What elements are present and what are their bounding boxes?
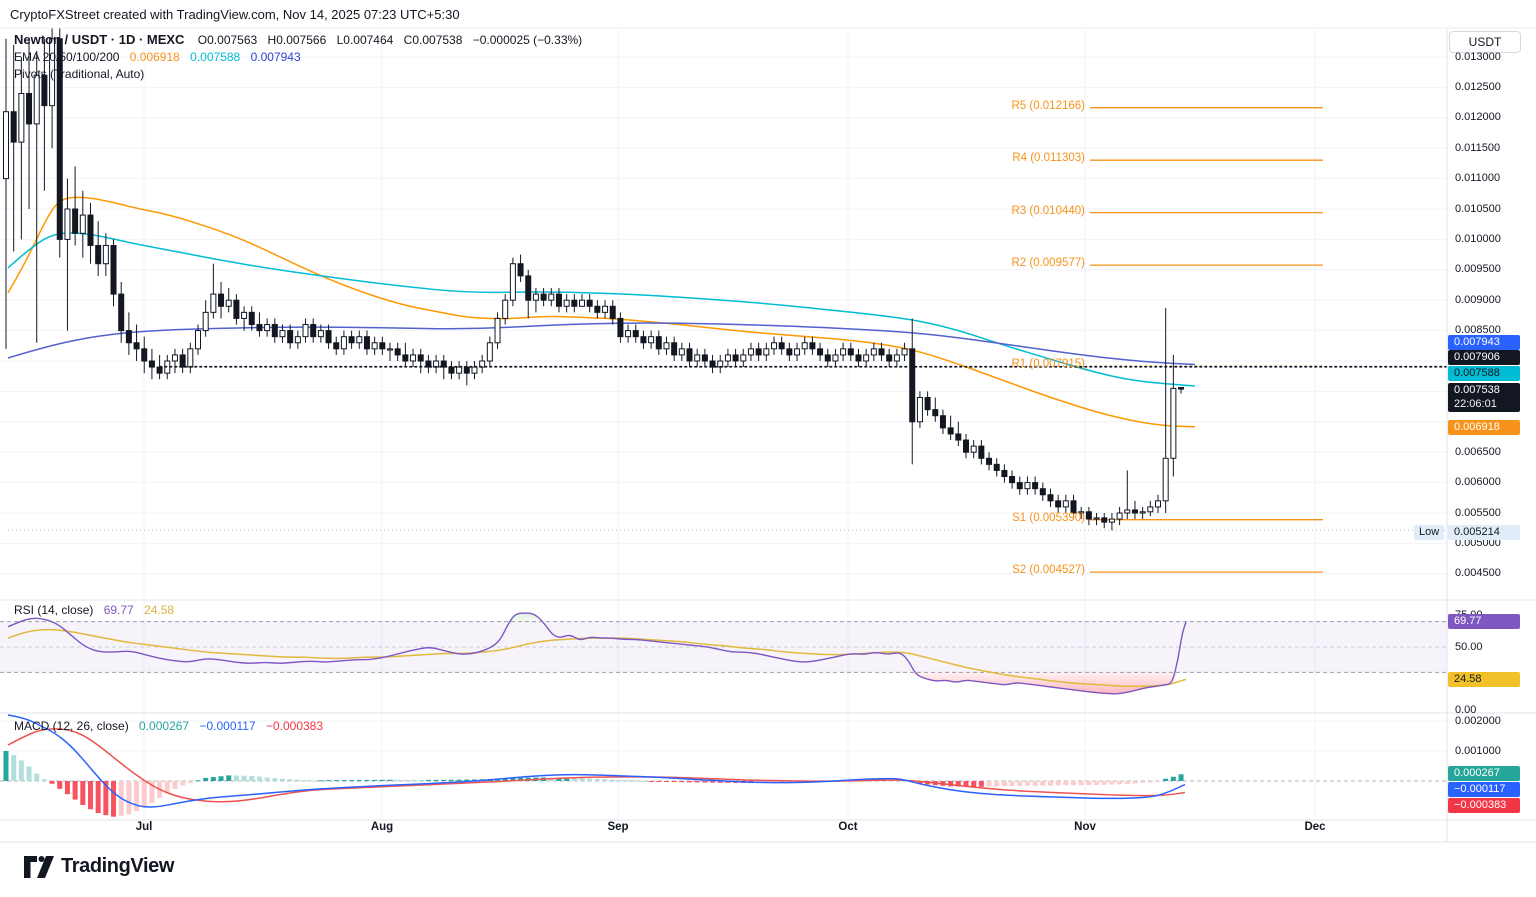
ema-value-200: 0.007943 <box>250 50 301 64</box>
price-badge: 0.007588 <box>1448 365 1520 381</box>
price-scale-label: 0.006500 <box>1455 445 1501 458</box>
ohlc-high: H0.007566 <box>267 33 327 47</box>
price-badge: 0.007906 <box>1448 349 1520 365</box>
price-change: −0.000025 (−0.33%) <box>472 33 583 47</box>
macd-badge: 0.000267 <box>1448 765 1520 781</box>
price-badge: 0.007538 22:06:01 <box>1448 383 1520 412</box>
rsi-badge: 69.77 <box>1448 613 1520 629</box>
price-scale-label: 0.006000 <box>1455 476 1501 489</box>
pivots-indicator-label[interactable]: Pivots (Traditional, Auto) <box>14 67 145 81</box>
time-axis-label[interactable]: Dec <box>1304 821 1326 833</box>
ohlc-open: O0.007563 <box>197 33 258 47</box>
rsi-scale-label: 0.00 <box>1455 704 1477 716</box>
price-scale-label: 0.009000 <box>1455 293 1501 306</box>
pivot-label: R4 (0.011303) <box>1012 152 1085 165</box>
time-axis-label[interactable]: Jul <box>135 821 153 833</box>
price-scale-label: 0.012000 <box>1455 111 1501 124</box>
tradingview-logo-icon <box>24 855 54 878</box>
macd-hist-value: 0.000267 <box>139 719 190 733</box>
macd-signal-value: −0.000383 <box>265 719 324 733</box>
pivot-label: R2 (0.009577) <box>1011 257 1085 270</box>
macd-indicator-label[interactable]: MACD (12, 26, close) <box>14 719 129 733</box>
price-scale-label: 0.009500 <box>1455 263 1501 276</box>
rsi-ma-value: 24.58 <box>144 603 175 617</box>
pivot-label: R5 (0.012166) <box>1011 99 1085 112</box>
rsi-value: 69.77 <box>103 603 134 617</box>
macd-scale-label: 0.002000 <box>1455 714 1501 727</box>
ema-value-20: 0.006918 <box>129 50 180 64</box>
tradingview-logo-text: TradingView <box>61 855 175 877</box>
currency-unit-button[interactable]: USDT <box>1449 31 1521 53</box>
rsi-indicator-label[interactable]: RSI (14, close) <box>14 603 94 617</box>
price-badge: 0.005214 <box>1448 524 1520 540</box>
ema-value-100: 0.007588 <box>190 50 241 64</box>
rsi-scale-label: 50.00 <box>1455 640 1483 653</box>
price-badge: 0.006918 <box>1448 419 1520 435</box>
price-scale-label: 0.004500 <box>1455 567 1501 580</box>
price-scale-label: 0.013000 <box>1455 50 1501 63</box>
macd-scale-label: 0.001000 <box>1455 744 1501 757</box>
rsi-badge: 24.58 <box>1448 671 1520 687</box>
macd-badge: −0.000383 <box>1448 797 1520 813</box>
price-scale-label: 0.005000 <box>1455 536 1501 549</box>
time-axis-label[interactable]: Sep <box>607 821 629 833</box>
ema-indicator-label[interactable]: EMA 20/50/100/200 <box>14 50 120 64</box>
pivot-label: R3 (0.010440) <box>1011 204 1085 217</box>
main-legend: Newton / USDT · 1D · MEXC O0.007563 H0.0… <box>14 32 589 83</box>
attribution-title: CryptoFXStreet created with TradingView.… <box>10 7 460 22</box>
price-scale-label: 0.008500 <box>1455 324 1501 337</box>
ohlc-close: C0.007538 <box>403 33 463 47</box>
price-scale[interactable]: USDT <box>1447 28 1536 842</box>
pivot-label: R1 (0.007915) <box>1011 358 1085 371</box>
price-scale-label: 0.010000 <box>1455 232 1501 245</box>
ohlc-low: L0.007464 <box>336 33 394 47</box>
time-axis-label[interactable]: Aug <box>370 821 394 833</box>
time-axis-label[interactable]: Oct <box>838 821 858 833</box>
time-axis-label[interactable]: Nov <box>1074 821 1096 833</box>
price-scale-label: 0.012500 <box>1455 80 1501 93</box>
macd-line-value: −0.000117 <box>199 719 256 733</box>
price-scale-label: 0.011500 <box>1455 141 1501 154</box>
price-scale-label: 0.011000 <box>1455 172 1501 185</box>
symbol-title[interactable]: Newton / USDT · 1D · MEXC <box>14 32 185 47</box>
macd-legend: MACD (12, 26, close) 0.000267 −0.000117 … <box>14 718 330 735</box>
pivot-label: S2 (0.004527) <box>1012 564 1085 577</box>
price-scale-label: 0.010500 <box>1455 202 1501 215</box>
price-badge: 0.007943 <box>1448 334 1520 350</box>
pivot-label: S1 (0.005390) <box>1012 511 1085 524</box>
low-marker-chip: Low <box>1414 524 1445 540</box>
macd-badge: −0.000117 <box>1448 781 1520 797</box>
rsi-legend: RSI (14, close) 69.77 24.58 <box>14 602 181 619</box>
tradingview-logo[interactable]: TradingView <box>24 855 174 878</box>
price-scale-label: 0.005500 <box>1455 506 1501 519</box>
